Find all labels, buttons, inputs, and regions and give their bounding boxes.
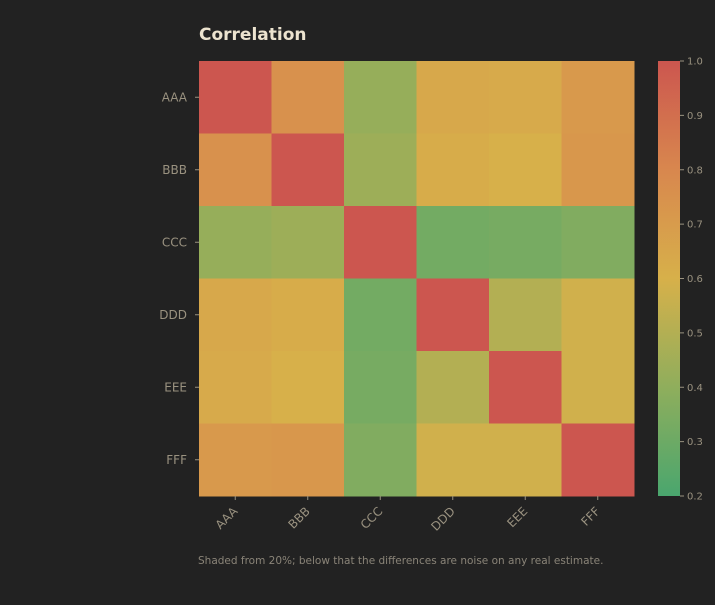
heatmap-cell-aaa-ddd: [416, 61, 490, 134]
heatmap-cell-fff-ddd: [416, 423, 490, 497]
heatmap-cell-bbb-aaa: [199, 133, 272, 207]
heatmap-cell-bbb-eee: [489, 133, 562, 207]
heatmap-cell-ccc-ddd: [416, 206, 490, 279]
column-label-eee: EEE: [504, 504, 530, 530]
heatmap-cell-fff-fff: [561, 423, 635, 497]
colorbar-tick-label: 0.5: [687, 328, 703, 339]
heatmap-cell-ddd-fff: [561, 278, 635, 352]
row-label-fff: FFF: [166, 453, 187, 467]
heatmap-cell-ccc-bbb: [271, 206, 345, 279]
heatmap-cell-aaa-ccc: [344, 61, 417, 134]
colorbar-tick-label: 0.2: [687, 492, 703, 503]
heatmap-cell-fff-ccc: [344, 423, 417, 497]
heatmap-cell-ccc-eee: [489, 206, 562, 279]
column-label-ccc: CCC: [358, 504, 386, 532]
row-label-aaa: AAA: [162, 90, 188, 104]
heatmap-cell-fff-bbb: [271, 423, 345, 497]
heatmap-cell-eee-ddd: [416, 351, 490, 424]
heatmap-cell-ccc-fff: [561, 206, 635, 279]
colorbar-tick-label: 1.0: [687, 57, 703, 68]
chart-title: Correlation: [199, 25, 307, 45]
colorbar-tick-label: 0.7: [687, 220, 703, 231]
heatmap-cell-ddd-bbb: [271, 278, 345, 352]
colorbar-tick-label: 0.6: [687, 274, 703, 285]
heatmap-cells: [199, 61, 635, 497]
column-label-aaa: AAA: [213, 504, 241, 532]
heatmap-cell-ccc-aaa: [199, 206, 272, 279]
heatmap-cell-bbb-ccc: [344, 133, 417, 207]
colorbar-ticks: 0.2 0.3 0.4 0.5 0.6 0.7 0.8 0.9 1.0: [680, 57, 703, 503]
heatmap-cell-eee-eee: [489, 351, 562, 424]
heatmap-cell-aaa-fff: [561, 61, 635, 134]
heatmap-cell-ddd-ddd: [416, 278, 490, 352]
colorbar-tick-label: 0.3: [687, 437, 703, 448]
heatmap-cell-ddd-ccc: [344, 278, 417, 352]
heatmap-cell-ddd-aaa: [199, 278, 272, 352]
heatmap-cell-ccc-ccc: [344, 206, 417, 279]
row-label-ccc: CCC: [162, 235, 187, 249]
row-label-ddd: DDD: [159, 308, 187, 322]
heatmap-cell-bbb-bbb: [271, 133, 345, 207]
heatmap-cell-aaa-aaa: [199, 61, 272, 134]
row-label-eee: EEE: [164, 380, 187, 394]
colorbar-tick-label: 0.4: [687, 383, 703, 394]
column-label-fff: FFF: [578, 504, 603, 529]
heatmap-cell-bbb-fff: [561, 133, 635, 207]
column-label-ddd: DDD: [428, 504, 458, 534]
heatmap-cell-eee-aaa: [199, 351, 272, 424]
heatmap-cell-eee-bbb: [271, 351, 345, 424]
heatmap-cell-fff-aaa: [199, 423, 272, 497]
row-label-bbb: BBB: [162, 163, 187, 177]
heatmap-cell-bbb-ddd: [416, 133, 490, 207]
colorbar: [658, 61, 680, 496]
colorbar-tick-label: 0.9: [687, 111, 703, 122]
row-labels: AAA BBB CCC DDD EEE FFF: [159, 90, 199, 467]
column-labels: AAA BBB CCC DDD EEE FFF: [213, 496, 603, 534]
heatmap-cell-aaa-eee: [489, 61, 562, 134]
heatmap-cell-fff-eee: [489, 423, 562, 497]
heatmap-cell-eee-ccc: [344, 351, 417, 424]
colorbar-tick-label: 0.8: [687, 165, 703, 176]
heatmap-cell-aaa-bbb: [271, 61, 345, 134]
footnote: Shaded from 20%; below that the differen…: [198, 555, 604, 567]
column-label-bbb: BBB: [286, 504, 313, 531]
heatmap-cell-eee-fff: [561, 351, 635, 424]
heatmap-cell-ddd-eee: [489, 278, 562, 352]
